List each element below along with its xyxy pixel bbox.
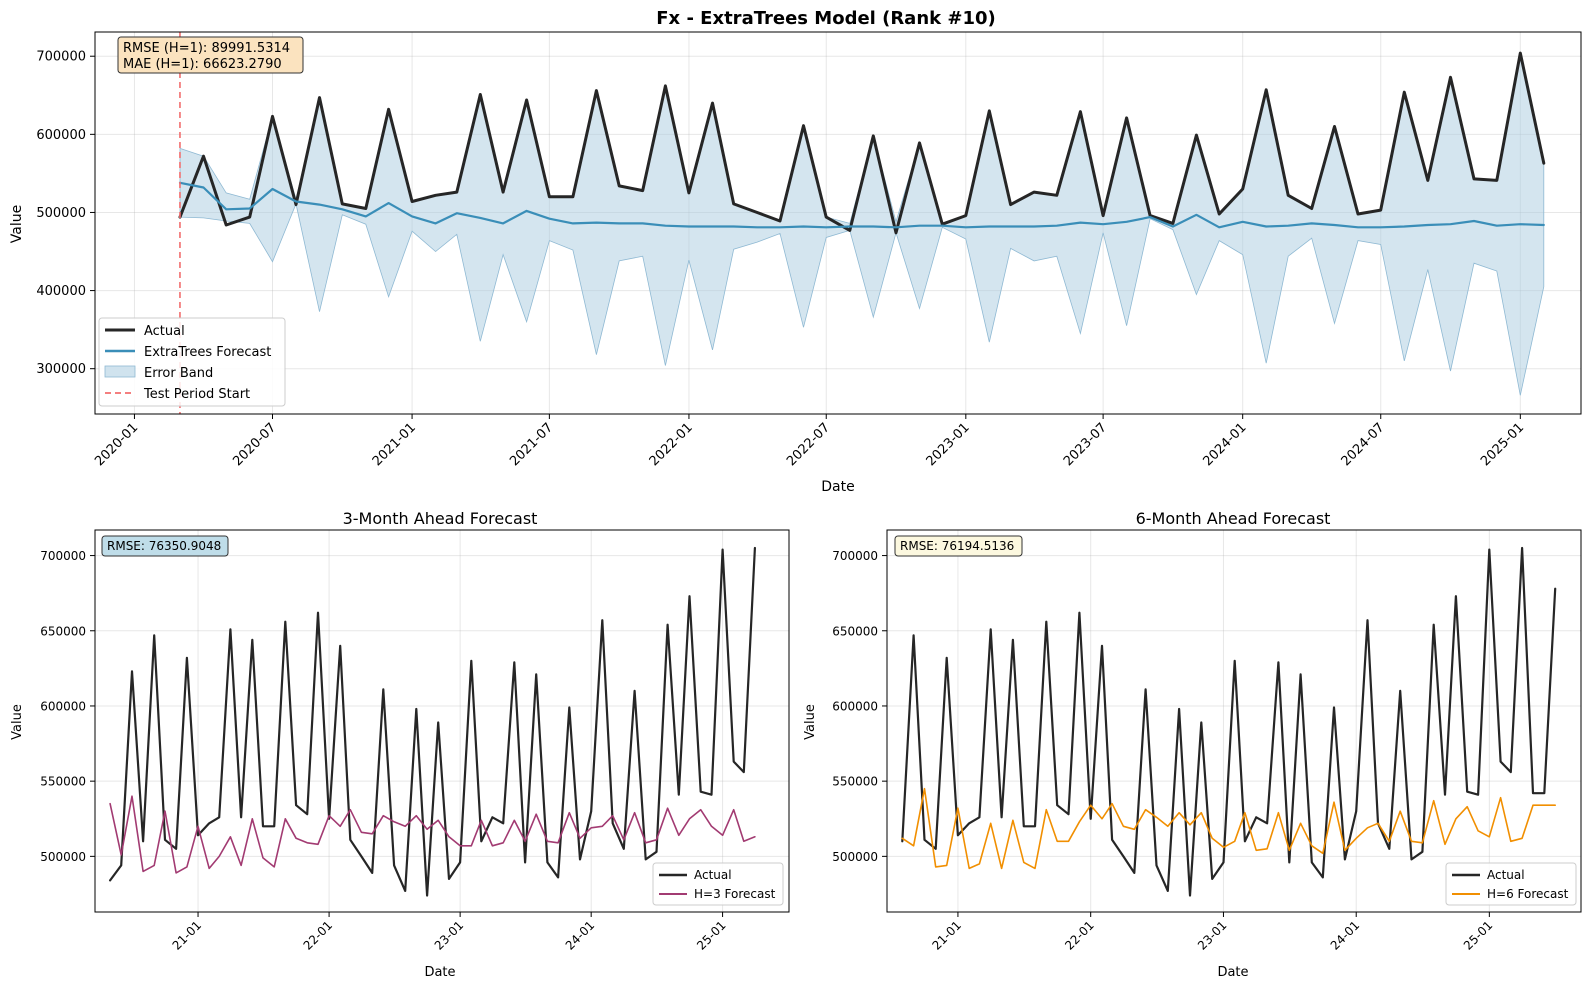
main-x-tick-label-8: 2024-01 — [1200, 420, 1249, 469]
main-plot-content — [178, 32, 1546, 414]
h6-y-tick-label-4: 700000 — [832, 549, 878, 563]
legend-test-start-label: Test Period Start — [143, 387, 250, 402]
h3-rmse-annotation: RMSE: 76350.9048 — [107, 539, 221, 553]
h6-y-tick-label-0: 500000 — [832, 850, 878, 864]
h3-series-actual-line — [108, 546, 757, 897]
h6-rmse-annotation: RMSE: 76194.5136 — [900, 539, 1014, 553]
main-y-tick-label-3: 600000 — [36, 128, 86, 143]
rmse-annotation: RMSE (H=1): 89991.5314 — [123, 41, 290, 56]
main-series-actual-line — [178, 51, 1546, 235]
main-x-tick-label-9: 2024-07 — [1339, 420, 1388, 469]
main-y-ticks: 300000 400000 500000 600000 700000 — [36, 50, 95, 377]
main-x-tick-label-4: 2022-01 — [647, 420, 696, 469]
h3-y-tick-label-3: 650000 — [40, 624, 86, 638]
h6-legend-forecast-label: H=6 Forecast — [1487, 887, 1569, 901]
h3-y-tick-label-2: 600000 — [40, 699, 86, 713]
main-y-tick-label-2: 500000 — [36, 206, 86, 221]
h3-legend: Actual H=3 Forecast — [652, 862, 784, 906]
h3-legend-forecast-label: H=3 Forecast — [694, 887, 776, 901]
main-legend: Actual ExtraTrees Forecast Error Band Te… — [98, 317, 286, 407]
h6-rmse-box: RMSE: 76194.5136 — [894, 535, 1023, 557]
h3-x-tick-label-2: 23-01 — [432, 918, 467, 953]
h3-y-tick-label-1: 550000 — [40, 775, 86, 789]
h6-y-tick-label-2: 600000 — [832, 699, 878, 713]
main-x-tick-label-5: 2022-07 — [784, 420, 833, 469]
main-x-tick-label-1: 2020-07 — [230, 420, 279, 469]
h6-series-actual-line — [901, 546, 1557, 897]
h3-grid — [95, 530, 789, 912]
h3-plot-content — [108, 546, 757, 897]
legend-error-band-label: Error Band — [144, 366, 213, 381]
h6-x-ticks: 21-01 22-01 23-01 24-01 25-01 — [929, 912, 1495, 953]
h3-rmse-box: RMSE: 76350.9048 — [101, 535, 229, 557]
main-chart-title: Fx - ExtraTrees Model (Rank #10) — [656, 8, 995, 29]
h6-plot-content — [901, 546, 1557, 897]
main-error-band — [179, 53, 1545, 396]
h6-grid — [887, 530, 1581, 912]
h3-plot-frame — [94, 529, 790, 913]
main-x-tick-label-3: 2021-07 — [507, 420, 556, 469]
main-x-axis-label: Date — [821, 479, 854, 495]
h6-legend: Actual H=6 Forecast — [1445, 862, 1577, 906]
h6-x-tick-label-3: 24-01 — [1328, 918, 1363, 953]
h3-legend-actual-label: Actual — [694, 868, 732, 882]
h6-x-tick-label-1: 22-01 — [1062, 918, 1097, 953]
main-x-tick-label-7: 2023-07 — [1061, 420, 1110, 469]
legend-forecast-label: ExtraTrees Forecast — [144, 345, 271, 360]
h3-x-tick-label-1: 22-01 — [301, 918, 336, 953]
legend-actual-label: Actual — [144, 324, 185, 339]
h6-series-forecast-line — [901, 787, 1556, 870]
h6-x-axis-label: Date — [1217, 965, 1248, 980]
h3-x-ticks: 21-01 22-01 23-01 24-01 25-01 — [170, 912, 729, 953]
h3-series-forecast-line — [109, 795, 756, 874]
h6-forecast-panel: 6-Month Ahead Forecast 21-01 22-01 23-01 24… — [803, 509, 1582, 980]
h6-y-tick-label-3: 650000 — [832, 624, 878, 638]
h3-chart-title: 3-Month Ahead Forecast — [343, 509, 538, 528]
h6-chart-title: 6-Month Ahead Forecast — [1136, 509, 1331, 528]
main-y-axis-label: Value — [9, 205, 25, 243]
main-x-tick-label-6: 2023-01 — [924, 420, 973, 469]
h3-x-tick-label-3: 24-01 — [563, 918, 598, 953]
h6-x-tick-label-2: 23-01 — [1195, 918, 1230, 953]
main-y-tick-label-0: 300000 — [36, 362, 86, 377]
main-y-tick-label-1: 400000 — [36, 284, 86, 299]
h3-y-axis-label: Value — [10, 704, 25, 740]
metrics-annotation-box: RMSE (H=1): 89991.5314 MAE (H=1): 66623.… — [117, 36, 304, 74]
h3-forecast-panel: 3-Month Ahead Forecast 21-01 22-01 23-01 24… — [10, 509, 790, 980]
main-y-tick-label-4: 700000 — [36, 50, 86, 65]
h6-x-tick-label-0: 21-01 — [929, 918, 964, 953]
h3-y-tick-label-4: 700000 — [40, 549, 86, 563]
main-x-tick-label-2: 2021-01 — [370, 420, 419, 469]
main-plot-frame — [94, 31, 1582, 415]
h6-x-tick-label-4: 25-01 — [1461, 918, 1496, 953]
h6-y-ticks: 500000 550000 600000 650000 700000 — [832, 549, 887, 864]
h3-x-axis-label: Date — [424, 965, 455, 980]
h6-y-axis-label: Value — [803, 704, 818, 740]
main-x-tick-label-10: 2025-01 — [1478, 420, 1527, 469]
h3-y-tick-label-0: 500000 — [40, 850, 86, 864]
main-series-forecast-line — [178, 181, 1545, 229]
h3-x-tick-label-4: 25-01 — [694, 918, 729, 953]
main-x-tick-label-0: 2020-01 — [92, 420, 141, 469]
h6-plot-frame — [886, 529, 1582, 913]
main-x-ticks: 2020-01 2020-07 2021-01 2021-07 2022-01 2022-… — [92, 414, 1527, 469]
h3-y-ticks: 500000 550000 600000 650000 700000 — [40, 549, 95, 864]
h3-x-tick-label-0: 21-01 — [170, 918, 205, 953]
legend-error-band-swatch — [104, 365, 136, 378]
h6-legend-actual-label: Actual — [1487, 868, 1525, 882]
h6-y-tick-label-1: 550000 — [832, 775, 878, 789]
mae-annotation: MAE (H=1): 66623.2790 — [123, 57, 282, 72]
main-forecast-panel: Fx - ExtraTrees Model (Rank #10) 2020-01… — [9, 8, 1582, 495]
